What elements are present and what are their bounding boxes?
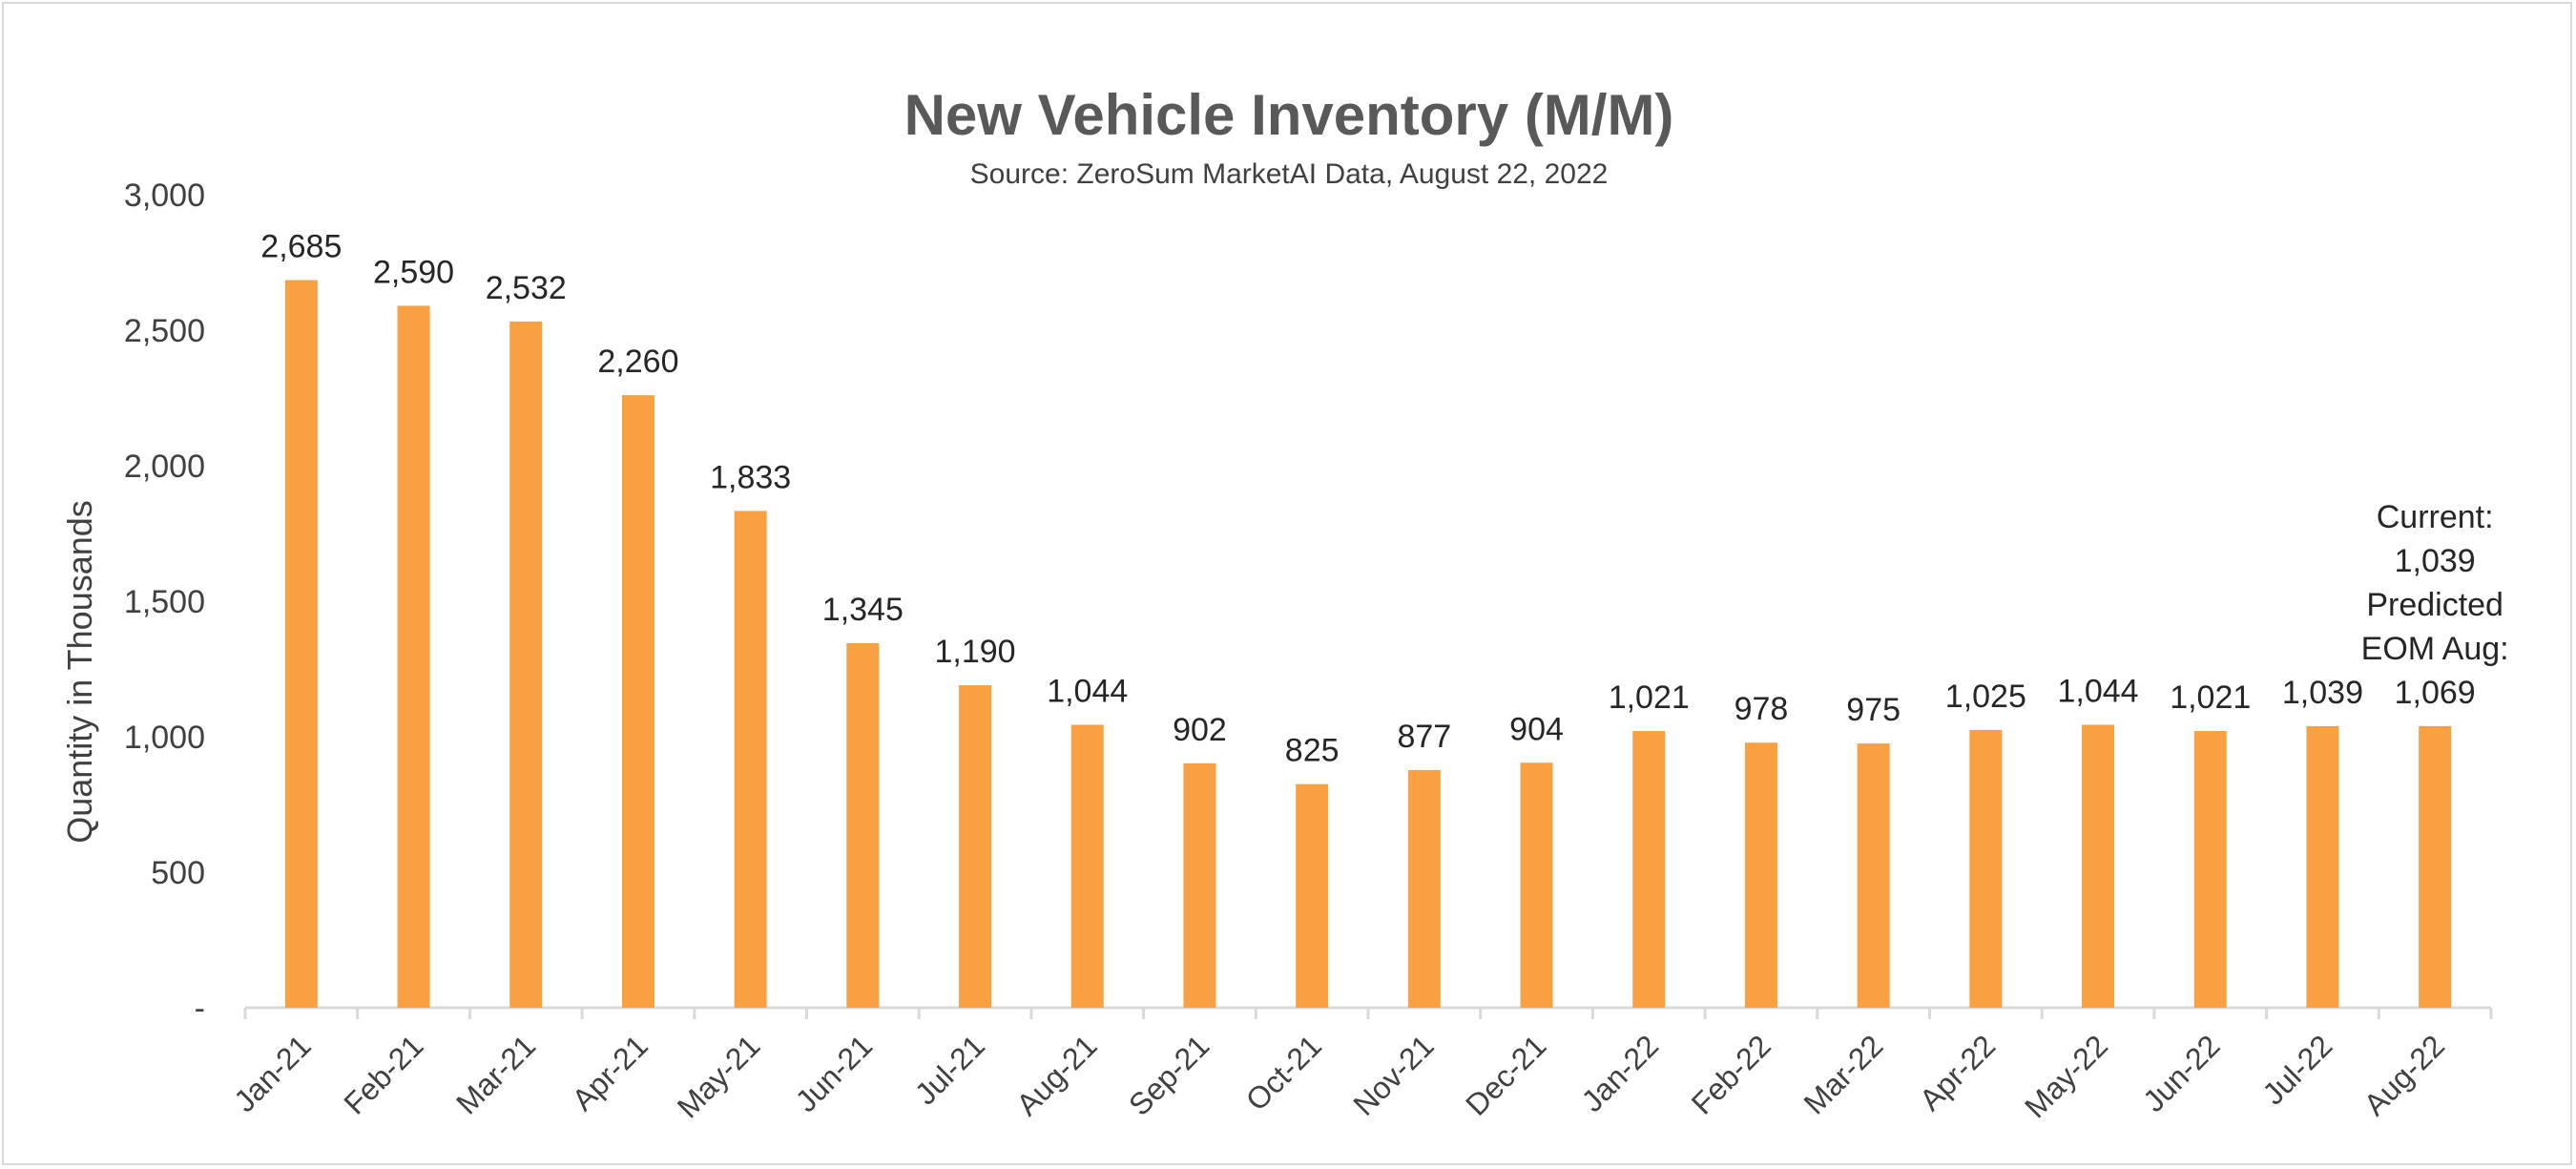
data-label: 1,039: [2282, 675, 2363, 711]
bar: [734, 511, 767, 1008]
x-tick-label: Mar-22: [1797, 1028, 1889, 1120]
bar: [1520, 762, 1553, 1008]
x-tick-label: Feb-21: [337, 1028, 429, 1120]
bars: [284, 280, 2452, 1009]
data-label: 2,685: [260, 228, 342, 264]
data-label: 1,025: [1945, 678, 2026, 715]
y-tick-label: 2,000: [124, 449, 205, 485]
annotation-line: Current:: [2377, 499, 2494, 535]
bar: [1969, 729, 2003, 1008]
data-label: 904: [1509, 711, 1564, 747]
bar: [2193, 731, 2227, 1008]
bar: [1857, 743, 1890, 1008]
data-label: 1,833: [710, 459, 791, 495]
bar: [1744, 742, 1777, 1008]
bar: [1070, 724, 1104, 1008]
bar: [397, 305, 430, 1008]
bar: [1632, 731, 1666, 1008]
data-label: 1,044: [2058, 674, 2139, 710]
chart-svg: New Vehicle Inventory (M/M) Source: Zero…: [60, 83, 2509, 1124]
y-tick-label: -: [195, 991, 205, 1027]
x-tick-label: Sep-21: [1122, 1028, 1215, 1121]
bar: [2419, 725, 2452, 1008]
chart-subtitle: Source: ZeroSum MarketAI Data, August 22…: [970, 158, 1609, 190]
x-tick-label: Nov-21: [1346, 1028, 1440, 1121]
y-tick-label: 3,000: [124, 177, 205, 214]
x-tick-label: Apr-22: [1913, 1028, 2002, 1117]
y-tick-label: 1,500: [124, 584, 205, 620]
y-axis-ticks: - 500 1,000 1,500 2,000 2,500 3,000: [124, 177, 205, 1027]
x-tick-label: Oct-21: [1239, 1028, 1328, 1117]
x-tick-label: Mar-21: [449, 1028, 542, 1120]
x-axis-tick-marks: [243, 1008, 2493, 1019]
data-labels: 2,685 2,590 2,532 2,260 1,833 1,345 1,190 1,044…: [260, 228, 2363, 768]
x-tick-label: May-22: [2018, 1028, 2114, 1124]
bar: [509, 321, 543, 1008]
data-label: 1,044: [1047, 674, 1128, 710]
data-label: 1,345: [822, 592, 904, 628]
x-tick-label: Apr-21: [566, 1028, 654, 1117]
bar: [2306, 725, 2339, 1008]
y-axis-label: Quantity in Thousands: [60, 500, 99, 844]
data-label: 825: [1285, 733, 1340, 769]
x-tick-label: Jun-22: [2136, 1028, 2227, 1118]
annotation-line: Predicted: [2366, 587, 2503, 623]
bar: [284, 280, 318, 1009]
bar: [621, 395, 654, 1008]
x-tick-label: Jul-22: [2255, 1028, 2338, 1111]
bar: [2082, 724, 2115, 1008]
data-label: 2,590: [373, 254, 454, 290]
y-tick-label: 1,000: [124, 720, 205, 756]
data-label: 2,532: [486, 270, 567, 306]
annotation-line: 1,039: [2395, 543, 2476, 579]
bar: [1296, 783, 1329, 1008]
x-tick-label: Jan-21: [227, 1028, 318, 1118]
chart-title: New Vehicle Inventory (M/M): [904, 83, 1674, 147]
y-tick-label: 2,500: [124, 313, 205, 349]
data-label: 975: [1846, 692, 1901, 728]
y-tick-label: 500: [151, 855, 205, 891]
x-tick-label: Dec-21: [1459, 1028, 1552, 1121]
bar: [959, 685, 992, 1008]
x-tick-label: Feb-22: [1685, 1028, 1777, 1120]
x-tick-label: May-21: [671, 1028, 767, 1124]
x-axis-labels: Jan-21 Feb-21 Mar-21 Apr-21 May-21 Jun-21 Jul-…: [227, 1028, 2451, 1124]
data-label: 1,021: [1609, 679, 1690, 716]
data-label: 877: [1397, 719, 1451, 755]
data-label: 978: [1735, 691, 1789, 727]
data-label: 1,190: [935, 634, 1016, 670]
x-tick-label: Jan-22: [1575, 1028, 1666, 1118]
bar: [1407, 769, 1441, 1008]
x-tick-label: Jun-21: [789, 1028, 880, 1118]
annotation-line: 1,069: [2395, 675, 2476, 711]
data-label: 1,021: [2170, 679, 2251, 716]
bar: [1183, 762, 1216, 1008]
aug-22-annotation: Current: 1,039 Predicted EOM Aug: 1,069: [2361, 499, 2509, 711]
data-label: 2,260: [597, 344, 678, 380]
data-label: 902: [1173, 712, 1227, 748]
x-tick-label: Aug-22: [2358, 1028, 2451, 1121]
x-tick-label: Aug-21: [1009, 1028, 1103, 1121]
bar: [846, 643, 880, 1008]
annotation-line: EOM Aug:: [2361, 631, 2509, 667]
x-tick-label: Jul-21: [908, 1028, 991, 1111]
